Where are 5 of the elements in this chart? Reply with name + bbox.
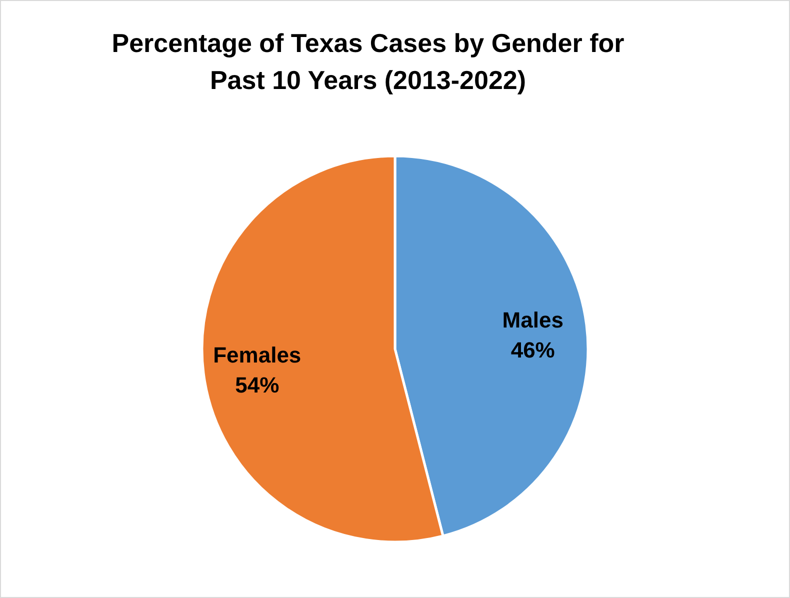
data-label: 54%	[235, 372, 280, 398]
chart-title: Percentage of Texas Cases by Gender for Past 10 Years (2013-2022)	[112, 28, 624, 95]
slice-label: Females	[213, 342, 302, 368]
data-label: 46%	[510, 338, 555, 363]
slice-label: Males	[502, 308, 564, 333]
